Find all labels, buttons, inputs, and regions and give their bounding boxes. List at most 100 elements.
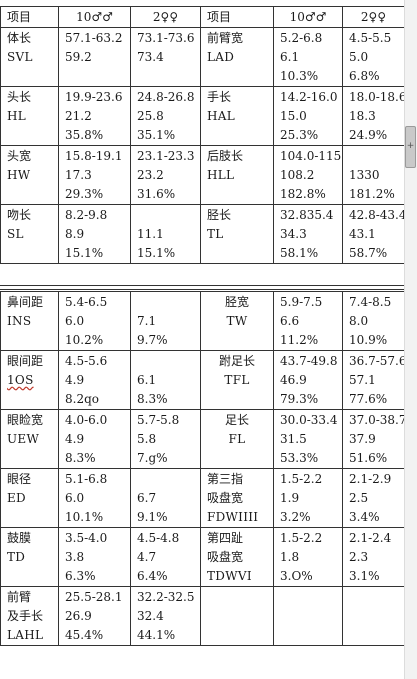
header-male: 10♂♂	[58, 6, 131, 28]
value-ratio: 25.3%	[280, 128, 319, 142]
value-range: 25.5-28.1	[65, 590, 123, 604]
label-cn-line2: 吸盘宽	[207, 550, 244, 564]
label-cn: 前臂宽	[207, 31, 244, 45]
value-mean: 15.0	[280, 109, 307, 123]
label-cn: 后肢长	[207, 149, 244, 163]
value-mean: 2.3	[349, 550, 369, 564]
value-ratio: 10.9%	[349, 333, 388, 347]
value-range: 32.835.4	[280, 208, 334, 222]
value-ratio: 15.1%	[137, 246, 176, 260]
female-values-2: 2.1-2.9 2.5 3.4%	[342, 468, 405, 528]
label-cn-line2: 吸盘宽	[207, 491, 244, 505]
value-ratio: 182.8%	[280, 187, 326, 201]
label-cn: 胫长	[207, 208, 232, 222]
male-values-2: 1.5-2.2 1.8 3.O%	[273, 527, 343, 587]
value-mean: 18.3	[349, 109, 376, 123]
vertical-scrollbar[interactable]: +	[404, 0, 417, 679]
female-values: 24.8-26.8 25.8 35.1%	[130, 86, 201, 146]
value-range: 7.4-8.5	[349, 295, 392, 309]
label-cn: 第三指	[207, 472, 244, 486]
row-label-2: 跗足长 TFL	[200, 350, 274, 410]
scroll-position-marker[interactable]: +	[405, 126, 416, 168]
value-ratio: 53.3%	[280, 451, 319, 465]
row-label-2: 胫宽 TW	[200, 291, 274, 351]
value-range: 5.2-6.8	[280, 31, 323, 45]
male-values-2: 32.835.4 34.3 58.1%	[273, 204, 343, 264]
header-female-2: 2♀♀	[342, 6, 405, 28]
value-ratio: 8.3%	[137, 392, 168, 406]
table-header-row: 项目 10♂♂ 2♀♀ 项目 10♂♂ 2♀♀	[0, 6, 405, 28]
value-ratio: 10.3%	[280, 69, 319, 83]
label-abbr: SVL	[7, 50, 33, 64]
value-ratio: 31.6%	[137, 187, 176, 201]
row-label-2: 手长 HAL	[200, 86, 274, 146]
value-mean: 2.5	[349, 491, 369, 505]
value-range: 15.8-19.1	[65, 149, 123, 163]
row-label: 鼓膜 TD	[0, 527, 59, 587]
value-mean: 4.7	[137, 550, 157, 564]
value-mean: 4.9	[65, 432, 85, 446]
value-range	[137, 206, 200, 225]
label-cn: 胫宽	[224, 295, 249, 309]
row-label: 体长 SVL	[0, 27, 59, 87]
value-mean: 108.2	[280, 168, 315, 182]
value-mean: 5.0	[349, 50, 369, 64]
header-female2-text: 2♀♀	[360, 10, 387, 24]
value-ratio: 77.6%	[349, 392, 388, 406]
value-ratio: 8.2qo	[65, 392, 99, 406]
female-values: 5.7-5.8 5.8 7.g%	[130, 409, 201, 469]
value-mean: 1.8	[280, 550, 300, 564]
value-ratio: 15.1%	[65, 246, 104, 260]
value-mean: 8.9	[65, 227, 85, 241]
female-values-2-empty	[342, 586, 405, 646]
value-mean: 1330	[349, 168, 380, 182]
female-values-2: 1330 181.2%	[342, 145, 405, 205]
value-range: 1.5-2.2	[280, 472, 323, 486]
value-range: 2.1-2.9	[349, 472, 392, 486]
label-abbr: HW	[7, 168, 31, 182]
header-male-text: 10♂♂	[76, 10, 113, 24]
row-label: 头宽 HW	[0, 145, 59, 205]
value-range: 1.5-2.2	[280, 531, 323, 545]
value-ratio: 3.O%	[280, 569, 313, 583]
value-range: 5.9-7.5	[280, 295, 323, 309]
value-ratio: 3.2%	[280, 510, 311, 524]
label-cn: 头长	[7, 90, 32, 104]
value-mean: 1.9	[280, 491, 300, 505]
female-values: 73.1-73.6 73.4	[130, 27, 201, 87]
male-values-2: 1.5-2.2 1.9 3.2%	[273, 468, 343, 528]
header-male-2: 10♂♂	[273, 6, 343, 28]
male-values-2: 5.2-6.8 6.1 10.3%	[273, 27, 343, 87]
value-range: 57.1-63.2	[65, 31, 123, 45]
label-cn: 体长	[7, 31, 32, 45]
value-ratio: 29.3%	[65, 187, 104, 201]
value-range: 4.5-5.6	[65, 354, 108, 368]
table-row: 前臂 及手长 LAHL 25.5-28.1 26.9 45.4% 32.2-32…	[0, 586, 405, 646]
table-row: 头宽 HW 15.8-19.1 17.3 29.3% 23.1-23.3 23.…	[0, 145, 405, 205]
value-ratio: 10.1%	[65, 510, 104, 524]
value-range: 8.2-9.8	[65, 208, 108, 222]
table-row: 吻长 SL 8.2-9.8 8.9 15.1% 11.1 15.1% 胫长 TL…	[0, 204, 405, 264]
label-abbr: HL	[7, 109, 27, 123]
female-values-2: 42.8-43.4 43.1 58.7%	[342, 204, 405, 264]
value-range: 2.1-2.4	[349, 531, 392, 545]
value-range: 5.7-5.8	[137, 413, 180, 427]
label-abbr: TFL	[224, 373, 250, 387]
value-ratio: 35.8%	[65, 128, 104, 142]
header-female: 2♀♀	[130, 6, 201, 28]
value-range: 24.8-26.8	[137, 90, 195, 104]
value-range: 19.9-23.6	[65, 90, 123, 104]
label-abbr: TDWVI	[207, 569, 252, 583]
value-ratio: 181.2%	[349, 187, 395, 201]
value-range: 30.0-33.4	[280, 413, 338, 427]
label-cn: 鼻间距	[7, 295, 44, 309]
measurement-table-bottom: 鼻间距 INS 5.4-6.5 6.0 10.2% 7.1 9.7% 胫宽 TW…	[0, 291, 405, 646]
value-range	[137, 470, 200, 489]
value-ratio: 8.3%	[65, 451, 96, 465]
row-label: 吻长 SL	[0, 204, 59, 264]
value-mean: 37.9	[349, 432, 376, 446]
value-range: 5.4-6.5	[65, 295, 108, 309]
male-values: 4.5-5.6 4.9 8.2qo	[58, 350, 131, 410]
value-mean: 6.1	[280, 50, 300, 64]
value-mean: 46.9	[280, 373, 307, 387]
